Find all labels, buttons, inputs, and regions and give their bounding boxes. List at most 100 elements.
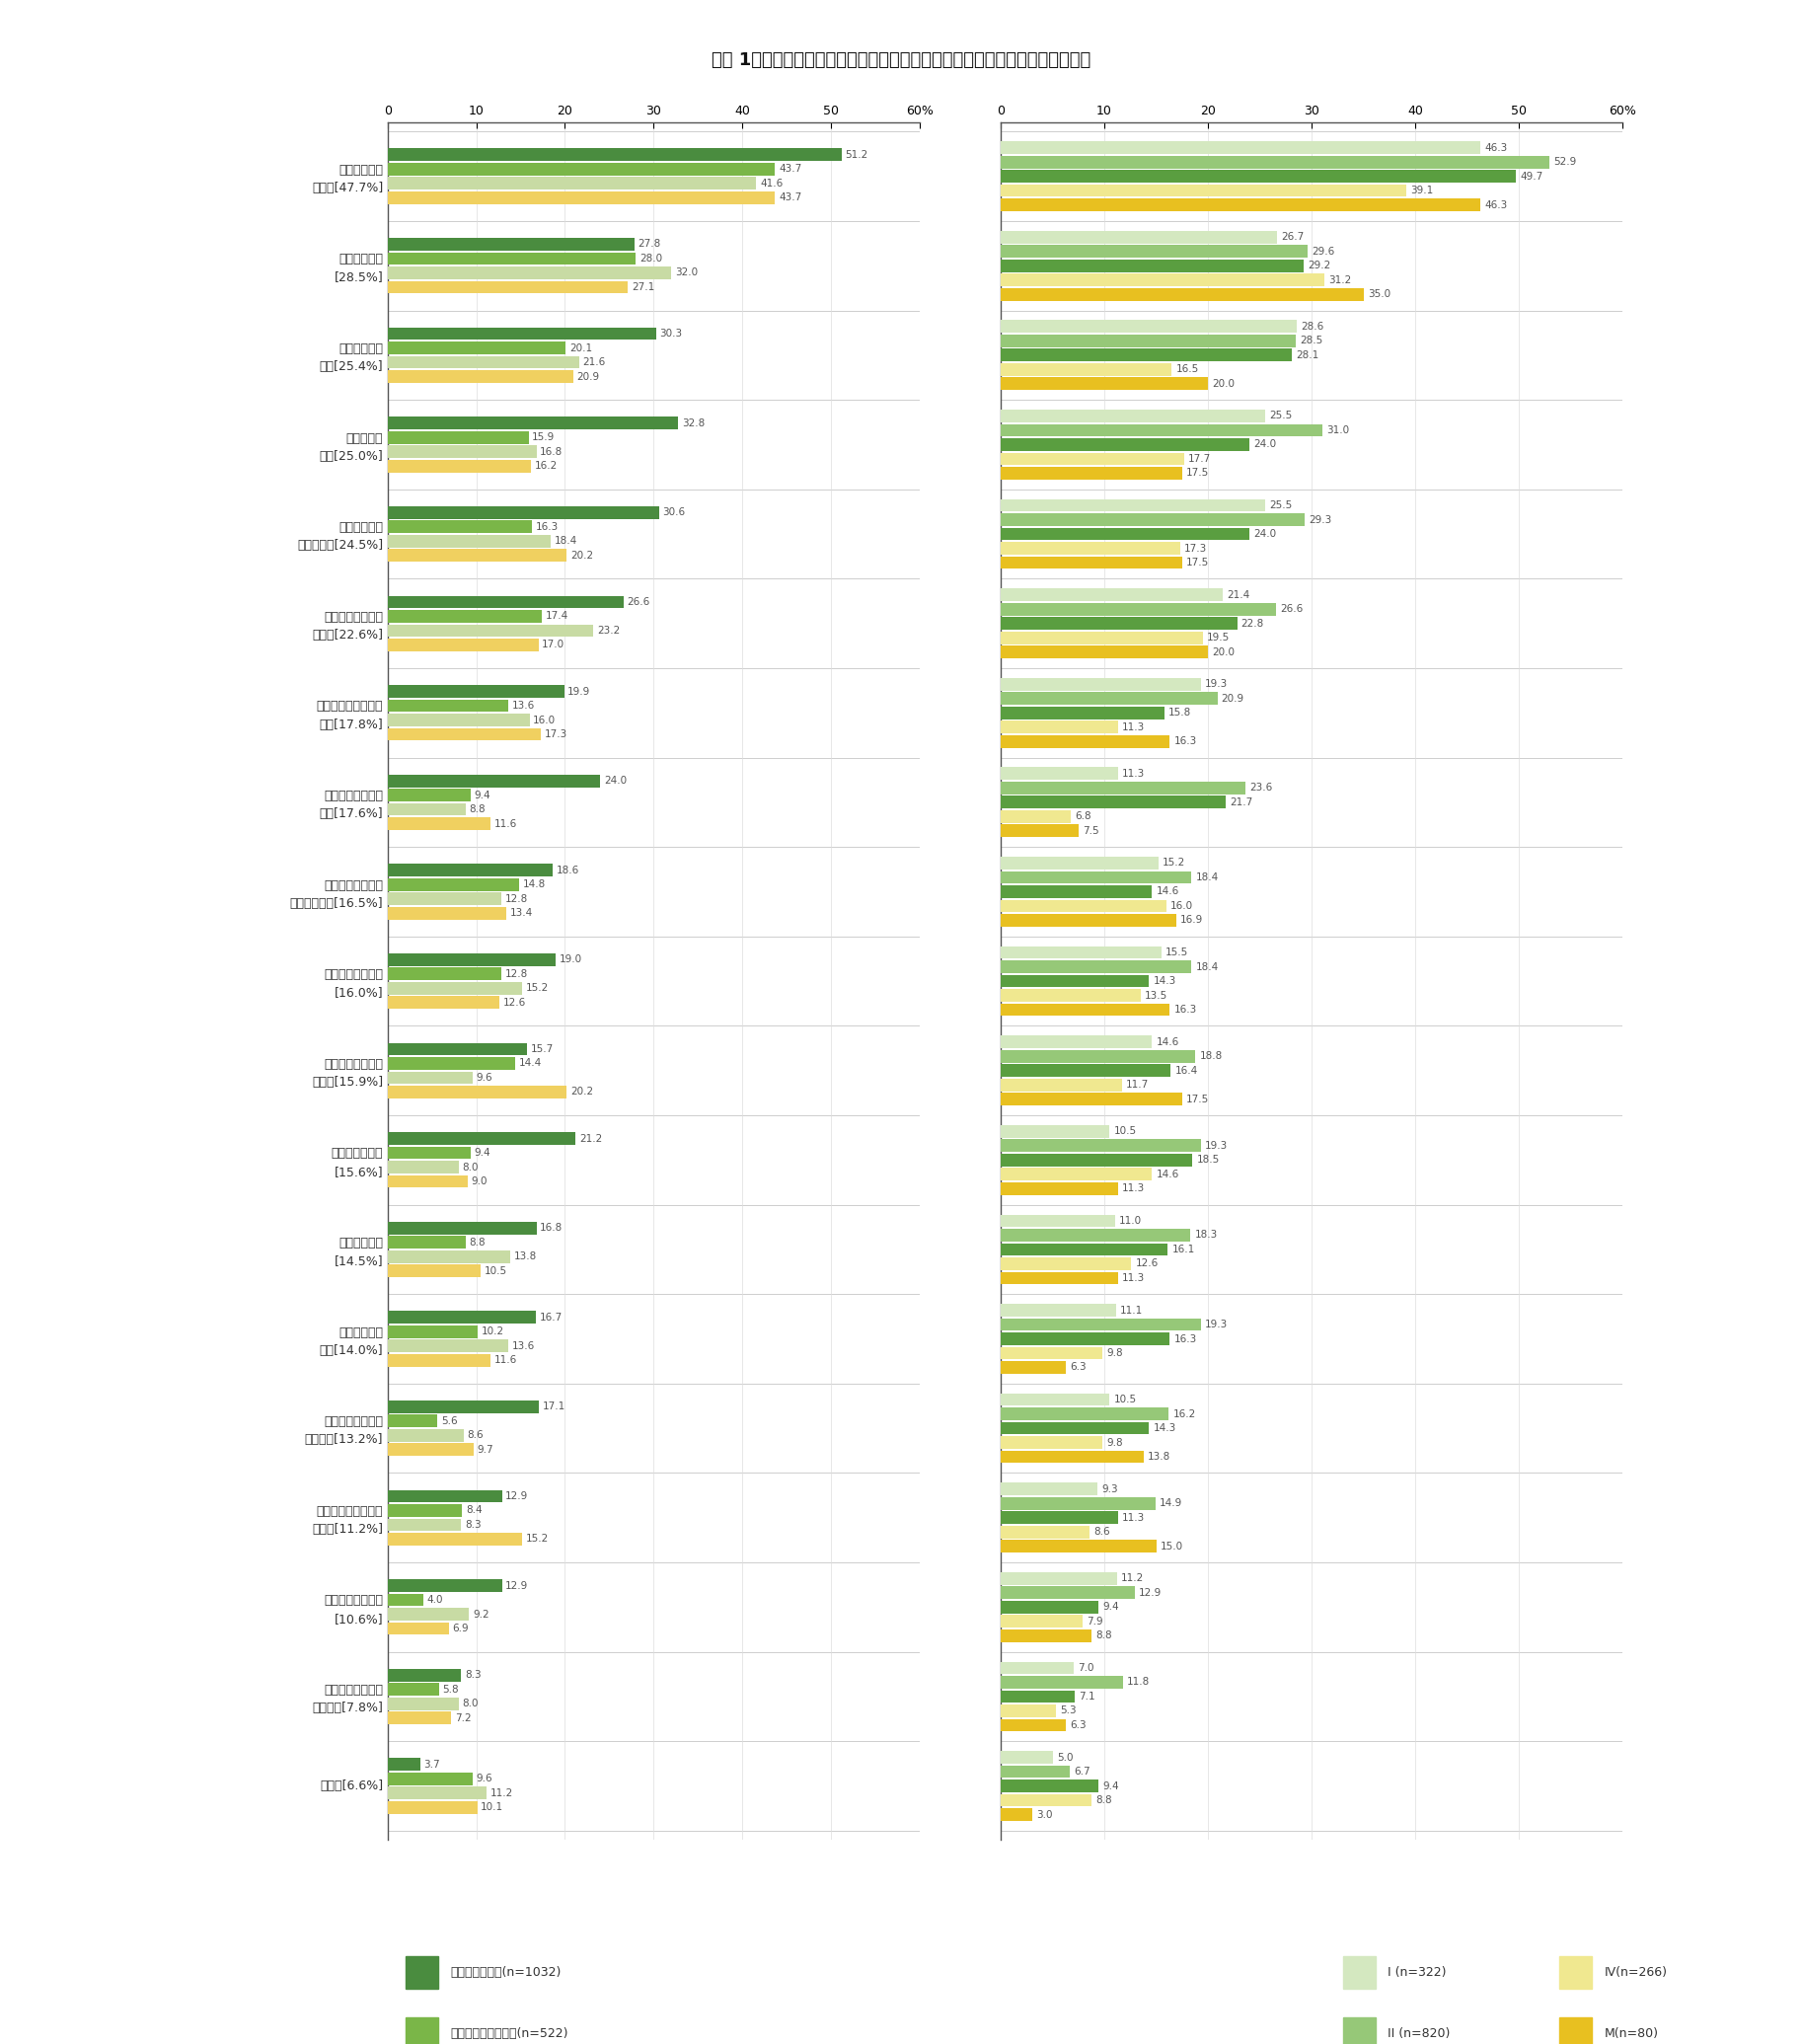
Text: [28.5%]: [28.5%]: [334, 272, 384, 284]
Text: 7.5: 7.5: [1082, 826, 1100, 836]
Bar: [1001, 170, 1516, 182]
Bar: [1001, 288, 1363, 300]
Text: 46.3: 46.3: [1486, 143, 1507, 153]
Text: [10.6%]: [10.6%]: [334, 1613, 384, 1625]
Text: 8.8: 8.8: [469, 805, 485, 814]
Bar: [388, 1594, 424, 1607]
Text: [16.0%]: [16.0%]: [334, 987, 384, 1000]
Bar: [1001, 1094, 1183, 1106]
Bar: [1001, 274, 1323, 286]
Bar: [388, 1429, 463, 1441]
Text: 16.8: 16.8: [541, 448, 563, 456]
Text: 17.5: 17.5: [1186, 1094, 1210, 1104]
Text: 46.3: 46.3: [1486, 200, 1507, 211]
Bar: [1001, 1036, 1152, 1049]
Bar: [1001, 184, 1406, 196]
Text: 11.2: 11.2: [490, 1788, 514, 1799]
Bar: [1001, 1705, 1055, 1717]
Bar: [388, 1414, 438, 1427]
Bar: [388, 728, 541, 740]
Bar: [388, 1786, 487, 1799]
Bar: [388, 953, 555, 967]
Text: 12.8: 12.8: [505, 893, 528, 903]
Bar: [388, 178, 757, 190]
Text: 30.3: 30.3: [660, 329, 683, 339]
Bar: [1001, 989, 1141, 1002]
Bar: [388, 164, 775, 176]
Text: 20.1: 20.1: [570, 343, 591, 354]
Bar: [388, 1609, 469, 1621]
Bar: [1001, 679, 1201, 691]
Bar: [388, 550, 566, 562]
Bar: [1001, 946, 1161, 959]
Bar: [388, 192, 775, 204]
Bar: [1001, 1271, 1118, 1284]
Bar: [388, 893, 501, 905]
Text: 図表 1　現在の情報ニーズ〔被介護者の居所別・認知症の日常生活自立度別〕: 図表 1 現在の情報ニーズ〔被介護者の居所別・認知症の日常生活自立度別〕: [712, 51, 1091, 69]
Text: 24.0: 24.0: [1253, 439, 1277, 450]
Text: 11.3: 11.3: [1121, 769, 1145, 779]
Text: 方法[25.4%]: 方法[25.4%]: [319, 360, 384, 374]
Text: 窓口[14.0%]: 窓口[14.0%]: [319, 1345, 384, 1357]
Text: 31.2: 31.2: [1329, 276, 1350, 284]
Bar: [1001, 1333, 1170, 1345]
Bar: [388, 1251, 510, 1263]
Text: 参考になる図書や: 参考になる図書や: [325, 879, 384, 891]
Text: 6.3: 6.3: [1071, 1721, 1087, 1729]
Bar: [1001, 1482, 1096, 1496]
Bar: [1001, 736, 1170, 748]
Bar: [1001, 409, 1266, 423]
Bar: [1001, 589, 1222, 601]
Text: 5.0: 5.0: [1057, 1752, 1073, 1762]
Text: 9.4: 9.4: [1102, 1780, 1118, 1791]
Bar: [1001, 556, 1183, 568]
Text: 32.0: 32.0: [674, 268, 698, 278]
Bar: [1001, 707, 1165, 719]
Bar: [388, 1325, 478, 1339]
Text: 15.2: 15.2: [526, 983, 548, 993]
Text: 27.8: 27.8: [638, 239, 660, 249]
Bar: [1001, 1408, 1168, 1421]
Bar: [1001, 1243, 1168, 1255]
Bar: [388, 789, 471, 801]
Text: サイトの情報[16.5%]: サイトの情報[16.5%]: [290, 897, 384, 910]
Text: 17.5: 17.5: [1186, 468, 1210, 478]
Text: 24.0: 24.0: [604, 777, 627, 785]
Text: 41.6: 41.6: [761, 178, 783, 188]
Bar: [1001, 722, 1118, 734]
Text: M(n=80): M(n=80): [1605, 2028, 1659, 2040]
Text: 4.0: 4.0: [427, 1594, 444, 1605]
Bar: [1001, 542, 1179, 554]
Bar: [1001, 1214, 1114, 1226]
Bar: [1001, 1809, 1031, 1821]
Text: 16.5: 16.5: [1176, 364, 1199, 374]
Text: 28.6: 28.6: [1302, 321, 1323, 331]
Text: 9.8: 9.8: [1107, 1437, 1123, 1447]
Text: 10.2: 10.2: [481, 1327, 505, 1337]
Text: 8.8: 8.8: [1096, 1795, 1112, 1805]
Text: 11.3: 11.3: [1121, 1513, 1145, 1523]
Bar: [388, 1353, 490, 1367]
Bar: [1001, 766, 1118, 781]
Bar: [1001, 1228, 1190, 1241]
Bar: [388, 995, 499, 1010]
Text: ビス情報[13.2%]: ビス情報[13.2%]: [305, 1433, 384, 1447]
Text: 23.6: 23.6: [1249, 783, 1273, 793]
Text: 21.2: 21.2: [579, 1134, 602, 1143]
Text: 今後の症状の: 今後の症状の: [339, 164, 384, 176]
Text: 予防・早期発見の: 予防・早期発見の: [325, 1684, 384, 1697]
Bar: [388, 1801, 478, 1813]
Text: 21.4: 21.4: [1226, 591, 1249, 599]
Bar: [1001, 975, 1149, 987]
Text: 9.6: 9.6: [476, 1073, 492, 1083]
Bar: [388, 638, 539, 652]
Text: 方法[25.0%]: 方法[25.0%]: [319, 450, 384, 462]
Text: 15.5: 15.5: [1165, 948, 1188, 957]
Bar: [1001, 1572, 1116, 1584]
Bar: [388, 1711, 451, 1725]
Text: 8.3: 8.3: [465, 1521, 481, 1529]
Bar: [1001, 260, 1304, 272]
Text: 14.6: 14.6: [1156, 1036, 1179, 1047]
Text: 14.3: 14.3: [1154, 977, 1176, 985]
Bar: [1001, 1347, 1102, 1359]
